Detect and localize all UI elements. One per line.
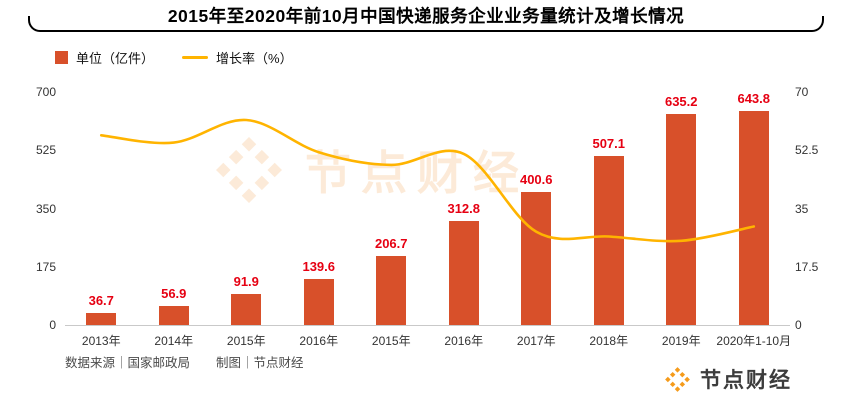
bar [593,156,624,325]
bar [666,113,697,325]
bar-value-label: 400.6 [519,171,553,187]
x-axis-label: 2016年 [444,334,484,348]
right-axis-tick: 0 [795,318,802,332]
bar [158,306,189,325]
footer-sources: 数据来源｜国家邮政局 制图｜节点财经 [65,352,304,371]
right-axis-tick: 35 [795,201,809,216]
title-underline-bracket [28,16,824,32]
right-axis-tick: 70 [795,85,809,99]
growth-line-svg [99,118,756,243]
bar-value-label: 139.6 [302,258,336,274]
bar-value-label: 643.8 [737,90,771,106]
left-axis-tick: 525 [35,143,56,158]
bar [521,191,552,325]
x-axis-label: 2015年 [371,334,411,348]
x-axis-label: 2019年 [661,334,701,348]
title-block: 2015年至2020年前10月中国快递服务企业业务量统计及增长情况 [28,4,824,32]
right-axis: 70 52.5 35 17.5 0 [795,85,847,332]
plot-area: 节点财经 36.7 2013年 56.9 2014年 91.9 2015年 139.6 201… [65,90,791,348]
bar-value-label: 312.8 [447,200,481,216]
x-axis-label: 2020年1-10月 [716,334,792,348]
line-series-swatch [182,56,209,59]
watermark-text: 节点财经 [305,147,529,199]
bar [231,294,262,325]
chart-title: 2015年至2020年前10月中国快递服务企业业务量统计及增长情况 [167,6,685,26]
left-axis: 700 525 350 175 0 [12,85,56,332]
left-axis-tick: 700 [35,85,56,99]
brand-logo: 节点财经 [664,364,792,394]
legend-label-volume: 单位（亿件） [76,51,155,66]
legend: 单位（亿件） 增长率（%） [55,48,293,67]
bar-value-label: 36.7 [88,292,114,308]
legend-item-growth: 增长率（%） [182,48,293,67]
brand-diamond-icon [665,366,690,392]
legend-item-volume: 单位（亿件） [55,48,154,67]
chart-credit-text: 制图｜节点财经 [216,356,304,370]
left-axis-tick: 175 [35,259,56,274]
left-axis-tick: 350 [35,201,56,216]
watermark: 节点财经 [213,134,529,206]
watermark-diamond-icon [216,137,282,203]
left-axis-tick: 0 [49,318,56,332]
right-axis-tick: 52.5 [795,143,819,158]
bar-value-label: 206.7 [374,236,408,252]
bar [448,220,479,325]
x-axis-label: 2017年 [516,334,556,348]
x-axis-label: 2016年 [299,334,339,348]
brand-name: 节点财经 [700,369,792,392]
bar [376,256,407,325]
bar-value-label: 635.2 [664,93,698,109]
growth-line-path [99,118,756,243]
x-axis-label: 2014年 [154,334,194,348]
bar-value-label: 507.1 [592,136,626,152]
bar-value-label: 91.9 [233,274,259,290]
data-source-text: 数据来源｜国家邮政局 [65,356,191,370]
bar-value-label: 56.9 [161,286,187,302]
x-axis-label: 2015年 [226,334,266,348]
x-axis-label: 2018年 [589,334,629,348]
bar [86,312,117,325]
bar [303,278,334,325]
x-axis-label: 2013年 [81,334,121,348]
right-axis-tick: 17.5 [795,259,819,274]
bar [738,110,769,325]
legend-label-growth: 增长率（%） [216,51,293,66]
bar-series-swatch [55,51,68,64]
